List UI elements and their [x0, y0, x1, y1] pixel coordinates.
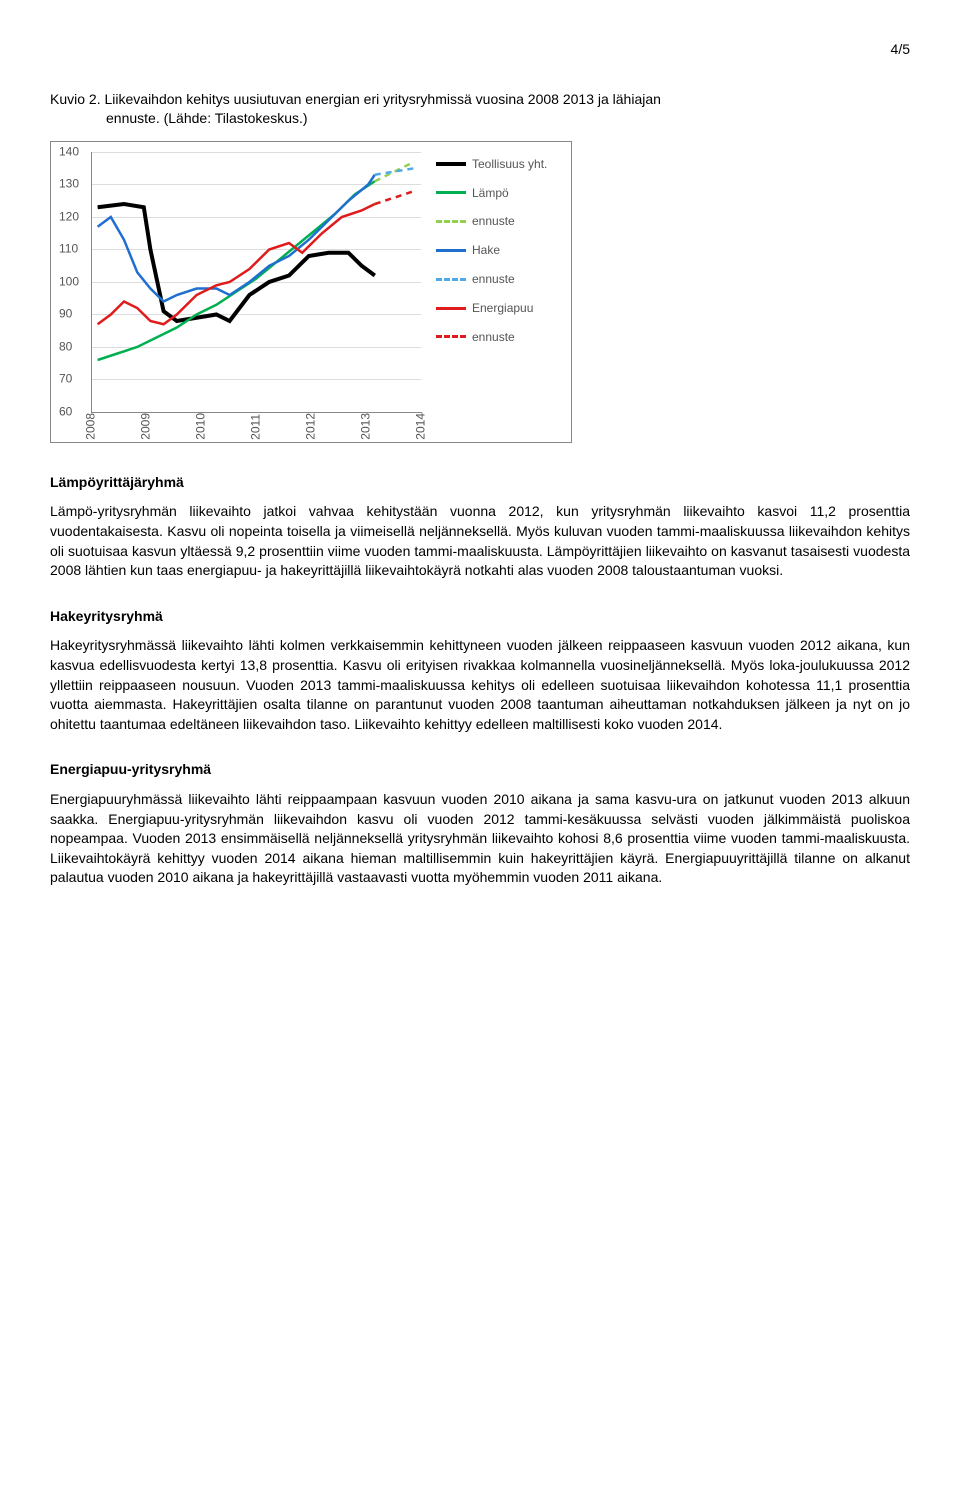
- legend-label: Lämpö: [472, 185, 509, 202]
- x-tick-label: 2010: [193, 413, 210, 440]
- figure-caption: Kuvio 2. Liikevaihdon kehitys uusiutuvan…: [50, 90, 910, 129]
- legend-swatch: [436, 278, 466, 281]
- legend-label: Teollisuus yht.: [472, 156, 547, 173]
- section-body-hake: Hakeyritysryhmässä liikevaihto lähti kol…: [50, 636, 910, 734]
- legend-label: Energiapuu: [472, 300, 533, 317]
- legend-swatch: [436, 220, 466, 223]
- chart-axes: [91, 152, 422, 413]
- section-body-lampo: Lämpö-yritysryhmän liikevaihto jatkoi va…: [50, 502, 910, 580]
- legend-swatch: [436, 249, 466, 252]
- section-body-energia: Energiapuuryhmässä liikevaihto lähti rei…: [50, 790, 910, 888]
- section-heading-lampo: Lämpöyrittäjäryhmä: [50, 473, 910, 493]
- legend-swatch: [436, 307, 466, 310]
- legend-item: ennuste: [436, 329, 547, 346]
- x-tick-label: 2014: [413, 413, 430, 440]
- chart-legend: Teollisuus yht. Lämpö ennuste Hake ennuste En…: [436, 156, 547, 358]
- legend-label: ennuste: [472, 329, 515, 346]
- figure-title-line2: ennuste. (Lähde: Tilastokeskus.): [106, 110, 308, 126]
- legend-item: Hake: [436, 242, 547, 259]
- figure-title-line1: Liikevaihdon kehitys uusiutuvan energian…: [104, 91, 660, 107]
- legend-item: ennuste: [436, 271, 547, 288]
- legend-item: Teollisuus yht.: [436, 156, 547, 173]
- legend-item: ennuste: [436, 213, 547, 230]
- legend-label: ennuste: [472, 213, 515, 230]
- legend-label: ennuste: [472, 271, 515, 288]
- x-tick-label: 2013: [358, 413, 375, 440]
- legend-item: Lämpö: [436, 185, 547, 202]
- x-tick-label: 2011: [248, 414, 265, 440]
- x-tick-label: 2008: [83, 413, 100, 440]
- section-heading-hake: Hakeyritysryhmä: [50, 607, 910, 627]
- legend-swatch: [436, 162, 466, 166]
- figure-label: Kuvio 2.: [50, 91, 101, 107]
- x-tick-label: 2012: [303, 413, 320, 440]
- x-tick-label: 2009: [138, 413, 155, 440]
- legend-swatch: [436, 335, 466, 338]
- page-number: 4/5: [50, 40, 910, 60]
- chart: 60708090100110120130140 2008200920102011…: [50, 141, 572, 443]
- legend-item: Energiapuu: [436, 300, 547, 317]
- section-heading-energia: Energiapuu-yritysryhmä: [50, 760, 910, 780]
- legend-label: Hake: [472, 242, 500, 259]
- legend-swatch: [436, 191, 466, 194]
